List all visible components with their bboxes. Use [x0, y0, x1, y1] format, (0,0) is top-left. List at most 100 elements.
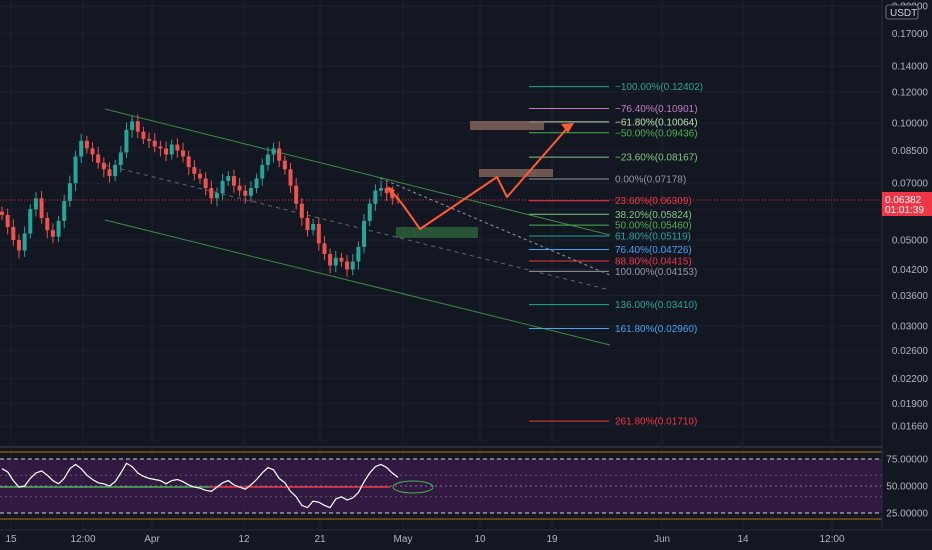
candle-body: [277, 148, 282, 161]
price-tick-label: 0.04200: [892, 265, 929, 276]
last-price-badge: [882, 192, 932, 216]
candle-body: [282, 160, 287, 170]
candle-body: [350, 261, 355, 270]
projection-path[interactable]: [387, 123, 574, 230]
candle-body: [39, 198, 44, 218]
candle-body: [333, 257, 338, 266]
candle-body: [135, 121, 140, 132]
candle-body: [260, 164, 265, 179]
projection-start-head: [387, 186, 395, 196]
candle-body: [226, 176, 231, 181]
candle-body: [367, 203, 372, 221]
time-tick-label: 12:00: [819, 534, 844, 545]
fibonacci-retracement[interactable]: −100.00%(0.12402) −76.40%(0.10901) −61.80%…: [379, 82, 703, 428]
currency-label: USDT: [890, 8, 917, 19]
fib-level-label: −100.00%(0.12402): [615, 82, 703, 93]
candle-body: [96, 154, 101, 163]
time-tick-label: 19: [546, 534, 558, 545]
rsi-pane: 75.00000 50.00000 25.00000: [0, 451, 928, 520]
candle-body: [164, 148, 169, 155]
candle-body: [231, 176, 236, 186]
time-tick-label: 10: [474, 534, 486, 545]
fib-level-label: 0.00%(0.07178): [615, 174, 686, 185]
time-tick-label: 12: [238, 534, 250, 545]
candle-body: [152, 140, 157, 147]
time-tick-label: Apr: [144, 534, 160, 545]
rsi-axis-label: 25.00000: [886, 509, 928, 520]
candle-body: [192, 167, 197, 174]
candle-body: [56, 220, 61, 237]
fib-level-label: −61.80%(0.10064): [615, 117, 698, 128]
candle-body: [339, 257, 344, 262]
fib-level-label: 76.40%(0.04726): [615, 245, 692, 256]
last-price-value: 0.06382: [885, 195, 922, 206]
candle-body: [158, 146, 163, 149]
candle-body: [384, 188, 389, 194]
candle-body: [16, 240, 21, 251]
bar-countdown: 01:01:39: [885, 205, 924, 216]
supply-zone-mid: [479, 169, 553, 177]
candle-body: [147, 138, 152, 141]
candle-body: [45, 217, 50, 231]
candle-body: [79, 140, 84, 157]
candle-body: [62, 200, 67, 221]
price-tick-label: 0.10000: [892, 119, 929, 130]
fib-level-label: −50.00%(0.09436): [615, 128, 698, 139]
candle-body: [181, 150, 186, 157]
candle-body: [186, 156, 191, 168]
fib-level-label: 136.00%(0.03410): [615, 300, 697, 311]
candle-body: [379, 188, 384, 191]
candle-body: [0, 211, 4, 215]
rsi-axis-label: 75.00000: [886, 455, 928, 466]
candle-body: [243, 190, 248, 196]
candle-body: [198, 173, 202, 179]
candle-body: [5, 214, 10, 228]
price-tick-label: 0.17000: [892, 29, 929, 40]
fib-level-label: 100.00%(0.04153): [615, 267, 697, 278]
channel-median-line: [104, 164, 611, 291]
price-tick-label: 0.03000: [892, 322, 929, 333]
candle-body: [175, 144, 180, 151]
price-tick-label: 0.08500: [892, 146, 929, 157]
projection-polyline: [388, 124, 571, 230]
candle-body: [90, 148, 95, 155]
candle-body: [169, 144, 174, 155]
candle-body: [28, 209, 33, 234]
candle-body: [328, 254, 333, 266]
time-tick-label: Jun: [654, 534, 670, 545]
price-tick-label: 0.02200: [892, 374, 929, 385]
candle-body: [22, 233, 27, 251]
grid-lines: [0, 0, 882, 530]
fib-level-label: 261.80%(0.01710): [615, 417, 697, 428]
candle-body: [124, 129, 129, 153]
candle-body: [390, 193, 395, 199]
candle-body: [271, 148, 276, 155]
candle-body: [67, 183, 72, 201]
candle-body: [237, 185, 242, 191]
time-tick-label: 21: [314, 534, 326, 545]
candle-body: [254, 178, 259, 189]
candle-body: [214, 193, 219, 199]
candle-body: [305, 217, 310, 231]
candle-body: [322, 243, 327, 255]
candle-body: [316, 223, 321, 244]
price-tick-label: 0.07000: [892, 179, 929, 190]
candle-body: [373, 190, 378, 204]
price-tick-label: 0.02600: [892, 346, 929, 357]
candle-body: [265, 154, 270, 165]
time-axis[interactable]: 15 12:00 Apr 12 21 May 10 19 Jun 14 12:00: [0, 529, 932, 545]
price-tick-label: 0.01660: [892, 422, 929, 433]
candle-body: [299, 203, 304, 218]
candle-body: [203, 178, 208, 189]
fib-level-label: −76.40%(0.10901): [615, 104, 698, 115]
descending-channel[interactable]: [104, 108, 611, 346]
candle-body: [130, 121, 135, 130]
candle-body: [294, 185, 299, 204]
candle-body: [209, 188, 214, 199]
rsi-highlight-ellipse: [392, 480, 434, 494]
currency-badge[interactable]: [885, 4, 919, 20]
demand-zone: [396, 227, 478, 238]
candle-body: [220, 180, 225, 194]
